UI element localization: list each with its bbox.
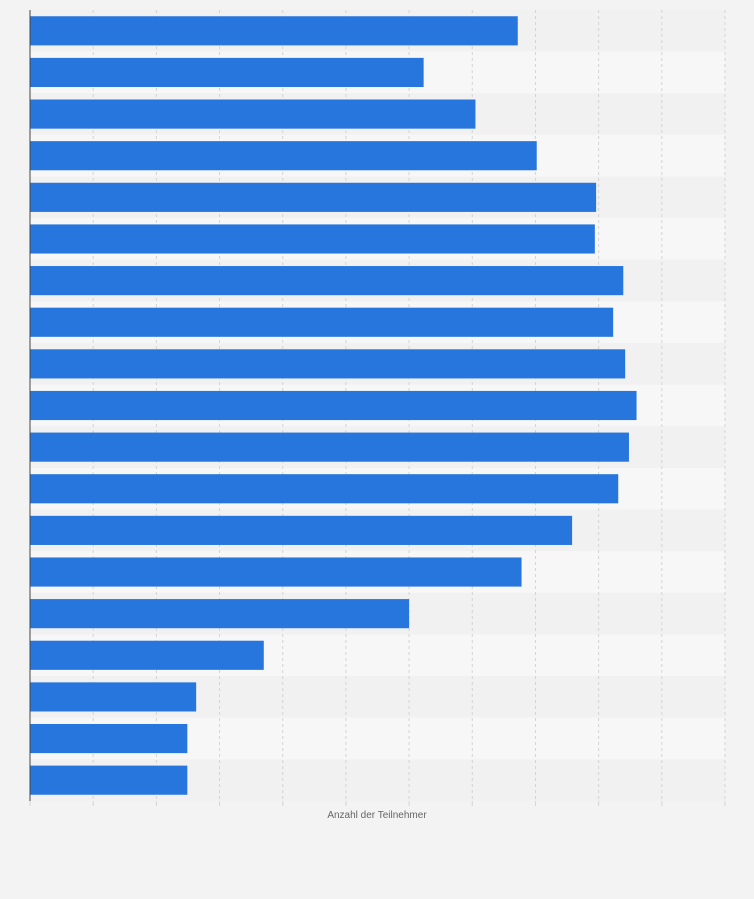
bar[interactable] (30, 640, 264, 670)
bar[interactable] (30, 557, 522, 587)
bar[interactable] (30, 474, 619, 504)
bar[interactable] (30, 182, 597, 212)
bar[interactable] (30, 390, 637, 421)
bar[interactable] (30, 765, 188, 795)
bar[interactable] (30, 349, 626, 379)
bar[interactable] (30, 57, 424, 88)
bar[interactable] (30, 224, 595, 254)
bar[interactable] (30, 307, 614, 337)
bar[interactable] (30, 432, 629, 462)
x-axis-label: Anzahl der Teilnehmer (327, 810, 427, 821)
bar[interactable] (30, 682, 197, 712)
bar[interactable] (30, 141, 537, 171)
bar[interactable] (30, 723, 188, 754)
axes (29, 10, 726, 806)
bar[interactable] (30, 266, 624, 296)
bar[interactable] (30, 16, 518, 46)
bars (30, 16, 637, 795)
bar[interactable] (30, 515, 573, 545)
bar[interactable] (30, 599, 410, 629)
bar[interactable] (30, 99, 476, 129)
